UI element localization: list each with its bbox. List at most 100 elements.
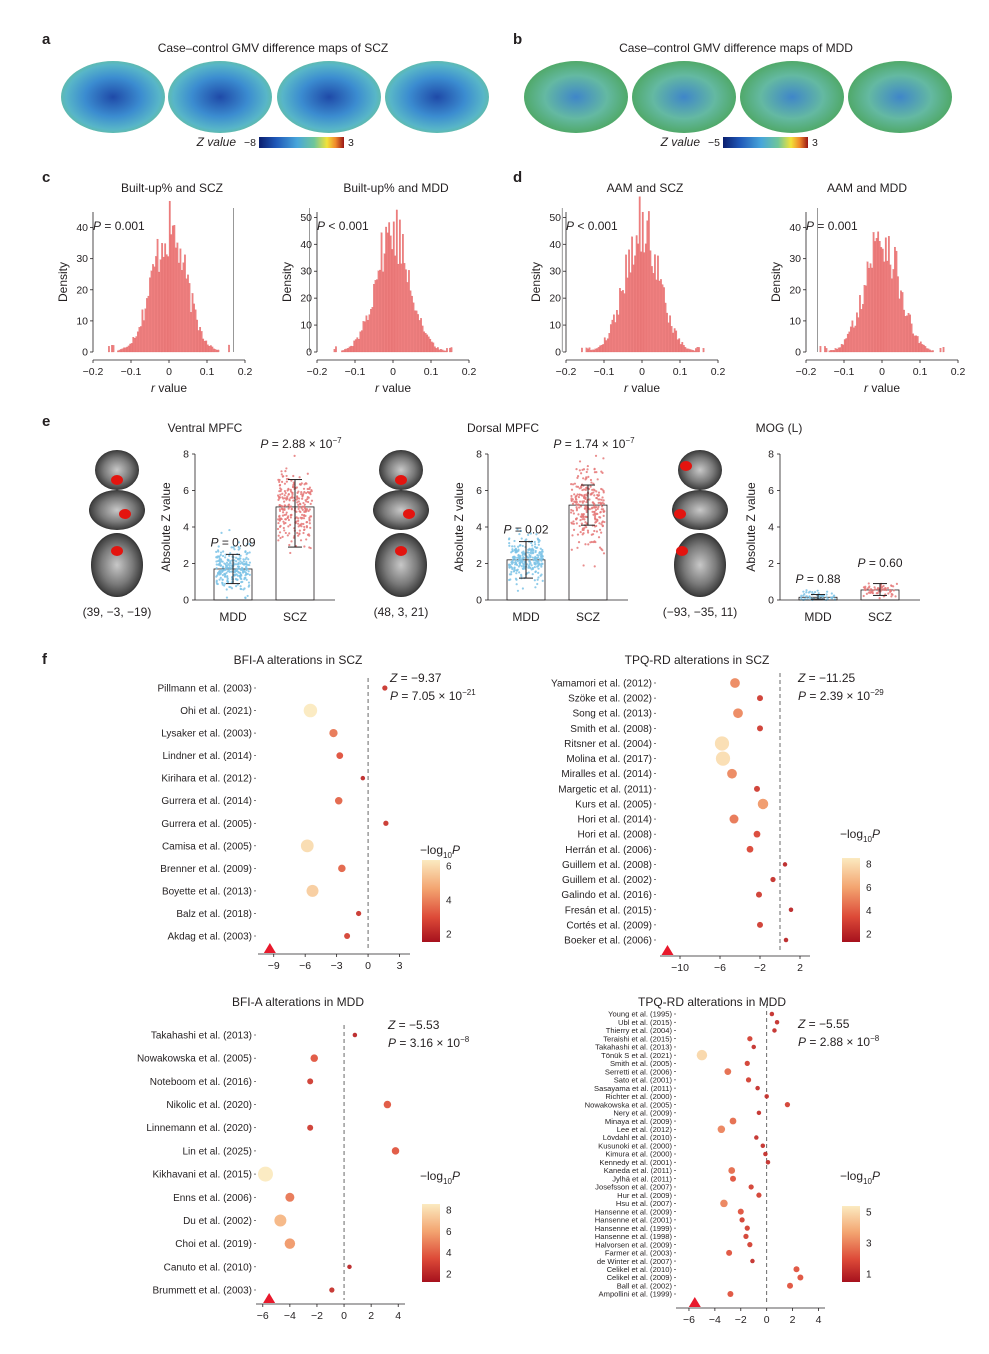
- y-tick-label: 20: [789, 284, 801, 296]
- forest-plot-1: BFI-A alterations in SCZ Pillmann et al. …: [158, 653, 477, 972]
- histogram-bar: [342, 350, 345, 353]
- summary-triangle: [263, 943, 276, 953]
- histogram-bar: [927, 348, 930, 353]
- histogram-bar: [450, 347, 453, 353]
- histogram-bar: [424, 333, 427, 353]
- data-point: [237, 565, 240, 568]
- legend-tick-label: 2: [446, 930, 452, 941]
- p-value-label: P = 0.001: [806, 219, 858, 233]
- data-point: [280, 517, 283, 521]
- histogram-bar: [660, 279, 662, 353]
- study-label: Ubl et al. (2015): [618, 1018, 672, 1027]
- data-point: [826, 590, 829, 593]
- data-point: [287, 492, 290, 496]
- data-point: [541, 579, 544, 583]
- data-point: [587, 475, 590, 478]
- histogram-bar: [228, 344, 230, 353]
- data-point: [575, 509, 578, 512]
- data-point: [594, 521, 597, 524]
- data-point: [508, 563, 512, 566]
- histogram-bar: [341, 350, 343, 353]
- data-point: [533, 561, 536, 564]
- data-point: [582, 564, 585, 567]
- data-point: [887, 592, 890, 595]
- study-label: Du et al. (2002): [183, 1216, 252, 1227]
- data-point: [223, 582, 227, 585]
- data-point: [585, 522, 588, 525]
- data-point: [224, 566, 228, 569]
- histogram-bar: [214, 349, 217, 353]
- data-point: [584, 543, 587, 546]
- study-label: Cortés et al. (2009): [566, 920, 652, 931]
- data-point: [581, 500, 584, 503]
- data-point: [308, 486, 312, 489]
- histogram-bar: [165, 254, 168, 353]
- data-point: [297, 497, 301, 500]
- study-label: Brummett et al. (2003): [153, 1286, 252, 1297]
- data-point: [583, 527, 586, 530]
- histogram-bar: [605, 340, 608, 353]
- panel-label-f: f: [42, 651, 48, 668]
- histogram-bar: [641, 211, 644, 353]
- data-point: [515, 562, 518, 565]
- histogram-bar: [130, 343, 133, 353]
- histogram-bar: [635, 235, 638, 353]
- data-point: [570, 508, 573, 512]
- histogram-bar: [830, 350, 832, 353]
- data-point: [279, 487, 282, 490]
- y-tick-label: 40: [300, 239, 312, 251]
- histogram-bar: [620, 291, 623, 353]
- panel-b-colorbar-max: 3: [812, 137, 818, 149]
- data-point: [541, 550, 544, 553]
- histogram-bar: [394, 255, 397, 353]
- data-point: [288, 499, 291, 502]
- histogram-bar: [194, 309, 197, 353]
- data-point: [221, 568, 224, 572]
- data-point: [234, 585, 238, 588]
- data-point: [533, 545, 537, 548]
- data-point: [878, 597, 881, 600]
- data-point: [286, 516, 289, 519]
- summary-z: Z = −5.55: [797, 1017, 850, 1031]
- data-point: [287, 525, 290, 528]
- histogram-bar: [663, 287, 665, 353]
- histogram-bar: [211, 346, 214, 353]
- data-point: [239, 554, 242, 557]
- p-value-label: P = 0.02: [503, 523, 548, 537]
- data-point: [287, 487, 290, 491]
- data-point: [538, 562, 541, 565]
- data-point: [277, 539, 280, 542]
- study-label: Hori et al. (2014): [578, 815, 652, 826]
- data-point: [592, 501, 595, 504]
- data-point: [217, 559, 220, 563]
- histogram-bar: [921, 344, 924, 353]
- summary-p: P = 2.39 × 10−29: [798, 688, 884, 703]
- data-point: [290, 540, 293, 543]
- data-point: [226, 575, 229, 578]
- mri-slice: [672, 490, 728, 530]
- data-point: [220, 531, 223, 534]
- data-point: [571, 509, 575, 512]
- data-point: [591, 510, 594, 513]
- study-label: Lin et al. (2025): [183, 1146, 253, 1157]
- study-point: [764, 1094, 769, 1099]
- data-point: [295, 516, 298, 519]
- data-point: [595, 490, 598, 493]
- data-point: [600, 531, 603, 534]
- data-point: [221, 554, 225, 558]
- histogram-bar: [901, 292, 904, 353]
- histogram-4: AAM and MDD 0 10 20 30 40 −0.2 −0.1 0 0.1 0.2 Densi…: [769, 181, 965, 395]
- x-tick-label: 0.2: [238, 366, 253, 378]
- data-point: [540, 564, 543, 567]
- data-point: [518, 532, 521, 536]
- data-point: [246, 594, 249, 598]
- histogram-bar: [909, 314, 911, 353]
- data-point: [585, 509, 588, 512]
- data-point: [575, 468, 578, 471]
- data-point: [516, 528, 519, 531]
- data-point: [593, 529, 596, 533]
- data-point: [284, 469, 287, 473]
- histogram-bar: [400, 263, 403, 353]
- data-point: [302, 531, 305, 535]
- data-point: [578, 469, 581, 472]
